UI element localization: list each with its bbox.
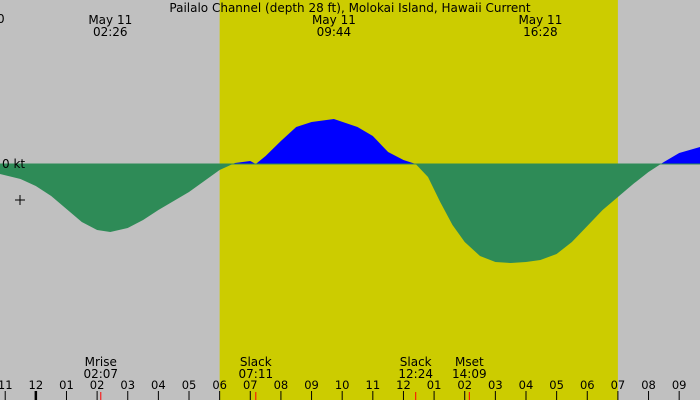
current-areas [0, 119, 700, 263]
event-name-label: Slack [240, 355, 272, 369]
x-tick-label: 02 [457, 378, 472, 392]
event-time-label: 14:09 [452, 367, 487, 381]
x-tick-label: 07 [611, 378, 626, 392]
x-tick-label: 06 [580, 378, 595, 392]
x-tick-label: 05 [182, 378, 197, 392]
extremum-date-label: May 11 [88, 13, 132, 27]
extremum-date-label: May 11 [312, 13, 356, 27]
x-tick-label: 05 [549, 378, 564, 392]
flood-current-area [0, 119, 700, 164]
extremum-time-label: 09:44 [317, 25, 352, 39]
x-tick-label: 04 [519, 378, 534, 392]
crosshair-marker [15, 195, 25, 205]
corner-label: 0 [0, 12, 5, 26]
x-tick-label: 07 [243, 378, 258, 392]
y-axis-label: 0 kt [2, 157, 25, 171]
x-tick-label: 10 [335, 378, 350, 392]
event-name-label: Slack [400, 355, 432, 369]
x-tick-label: 12 [29, 378, 44, 392]
event-time-label: 07:11 [239, 367, 274, 381]
x-tick-label: 11 [0, 378, 13, 392]
x-tick-label: 01 [427, 378, 442, 392]
x-tick-label: 08 [274, 378, 289, 392]
x-tick-label: 09 [304, 378, 319, 392]
extremum-date-label: May 11 [518, 13, 562, 27]
event-time-label: 02:07 [83, 367, 118, 381]
x-tick-label: 02 [90, 378, 105, 392]
event-name-label: Mrise [85, 355, 117, 369]
x-tick-label: 03 [488, 378, 503, 392]
x-tick-label: 06 [212, 378, 227, 392]
x-tick-label: 03 [120, 378, 135, 392]
event-name-label: Mset [455, 355, 484, 369]
x-tick-label: 09 [672, 378, 687, 392]
chart-title: Pailalo Channel (depth 28 ft), Molokai I… [169, 1, 531, 15]
x-tick-label: 01 [59, 378, 74, 392]
ebb-current-area [0, 164, 700, 263]
extremum-time-label: 02:26 [93, 25, 128, 39]
event-time-label: 12:24 [398, 367, 433, 381]
x-tick-label: 11 [366, 378, 381, 392]
extremum-time-label: 16:28 [523, 25, 558, 39]
x-axis: 11 12 01 02 03 04 05 06 07 08 09 10 11 12 01 02 03 04 05 06… [0, 378, 686, 400]
x-tick-label: 12 [396, 378, 411, 392]
x-tick-label: 04 [151, 378, 166, 392]
x-tick-label: 08 [641, 378, 656, 392]
